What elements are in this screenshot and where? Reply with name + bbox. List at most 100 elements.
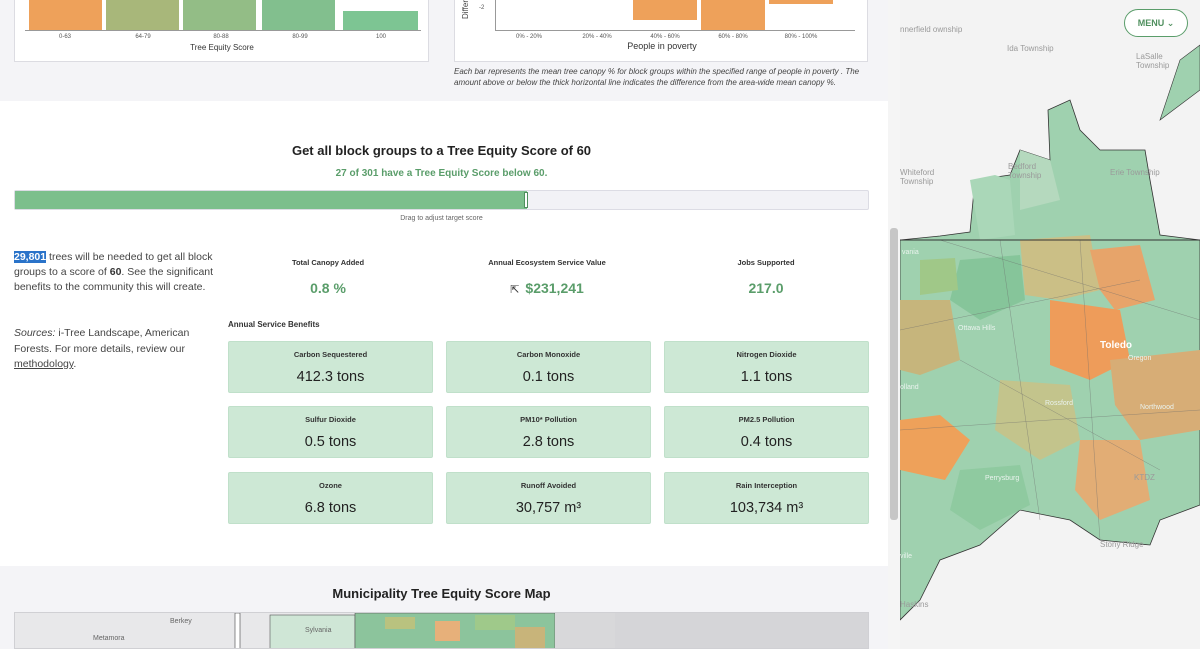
x-axis-title: People in poverty <box>627 41 697 51</box>
benefit-label: Carbon Sequestered <box>293 350 368 359</box>
map-place-label: Whiteford Township <box>900 168 935 186</box>
benefit-value: 6.8 tons <box>304 500 357 516</box>
map-place-label: KTDZ <box>1134 473 1155 482</box>
x-axis <box>495 30 855 31</box>
scrollbar-thumb[interactable] <box>890 228 898 520</box>
benefit-label: Ozone <box>319 481 342 490</box>
x-tick-label: 100 <box>375 34 387 40</box>
target-score-slider[interactable] <box>14 190 869 210</box>
benefit-card: Nitrogen Dioxide 1.1 tons <box>664 341 869 393</box>
benefit-label: Nitrogen Dioxide <box>736 350 797 359</box>
map-place-label: Sylvania <box>305 627 332 634</box>
map-place-label: Erie Township <box>1110 168 1160 177</box>
x-tick-label: 64-79 <box>135 34 151 40</box>
map-place-label: Haskins <box>900 600 929 609</box>
annual-benefits-title: Annual Service Benefits <box>228 320 320 329</box>
map-place-label: Metamora <box>93 635 125 642</box>
chart-bar <box>769 0 833 4</box>
x-tick-label: 0-63 <box>58 34 72 40</box>
tree-equity-map[interactable]: nnerfield ownship Ida Township LaSalle T… <box>900 0 1200 649</box>
chart-bar <box>701 0 765 30</box>
x-tick-label: 40% - 60% <box>650 34 680 40</box>
map-place-label: Ottawa Hills <box>958 325 996 332</box>
benefit-card: PM10* Pollution 2.8 tons <box>446 406 651 458</box>
municipality-map[interactable]: Berkey Sylvania Metamora <box>14 612 869 649</box>
x-tick-label: 80% - 100% <box>784 34 818 40</box>
poverty-canopy-chart: Differ -2 0% - 20% 20% - 40% 40% - 60% 6… <box>454 0 868 62</box>
chart-bar <box>343 11 418 30</box>
scrollbar[interactable] <box>888 0 900 649</box>
map-place-label: Rossford <box>1045 400 1074 407</box>
map-place-label: vania <box>902 249 919 256</box>
map-place-label: Bedford Township <box>1008 162 1042 180</box>
map-place-label: ville <box>900 553 913 560</box>
map-place-label: Northwood <box>1140 404 1174 411</box>
map-place-label: olland <box>900 384 919 391</box>
sources-period: . <box>73 358 77 370</box>
slider-handle[interactable] <box>524 192 528 208</box>
chart-caption: Each bar represents the mean tree canopy… <box>454 67 860 87</box>
ecosystem-value-text: $231,241 <box>525 280 584 296</box>
x-tick-label: 60% - 80% <box>718 34 748 40</box>
stat-label: Annual Ecosystem Service Value <box>488 258 606 267</box>
stat-total-canopy: Total Canopy Added 0.8 % <box>228 258 428 296</box>
trees-count-highlight: 29,801 <box>14 251 47 263</box>
stat-ecosystem-value: Annual Ecosystem Service Value ⇱ $231,241 <box>447 258 647 296</box>
chart-bar <box>633 0 697 20</box>
y-tick-label: -2 <box>479 5 485 11</box>
chart-bar <box>106 0 179 30</box>
x-tick-label: 80-99 <box>292 34 308 40</box>
benefit-value: 412.3 tons <box>296 369 365 385</box>
sources-text: i-Tree Landscape, American Forests. For … <box>14 327 190 355</box>
benefit-label: Rain Interception <box>735 481 798 490</box>
stat-value: 217.0 <box>748 280 784 296</box>
desc-text-1: trees will be needed to get all block gr… <box>14 251 213 278</box>
target-score-value: 60 <box>109 266 122 278</box>
map-city-label: Toledo <box>1100 340 1133 351</box>
stat-value: ⇱ $231,241 <box>447 280 647 296</box>
map-place-label: nnerfield ownship <box>900 25 963 34</box>
benefit-value: 30,757 m³ <box>515 500 582 516</box>
slider-fill <box>15 191 527 209</box>
x-tick-label: 80-88 <box>213 34 229 40</box>
benefit-label: PM10* Pollution <box>520 415 577 424</box>
benefit-label: PM2.5 Pollution <box>738 415 795 424</box>
tree-equity-score-chart: 0-63 64-79 80-88 80-99 100 Tree Equity S… <box>14 0 429 62</box>
report-panel: 0-63 64-79 80-88 80-99 100 Tree Equity S… <box>0 0 890 649</box>
map-place-label: Berkey <box>170 618 192 625</box>
benefit-value: 0.4 tons <box>740 434 793 450</box>
methodology-link[interactable]: methodology <box>14 358 74 370</box>
benefit-value: 1.1 tons <box>740 369 793 385</box>
stat-value: 0.8 % <box>310 280 346 296</box>
benefit-card: Carbon Monoxide 0.1 tons <box>446 341 651 393</box>
benefit-label: Sulfur Dioxide <box>305 415 356 424</box>
x-tick-label: 0% - 20% <box>515 34 543 40</box>
benefit-card: PM2.5 Pollution 0.4 tons <box>664 406 869 458</box>
benefit-label: Runoff Avoided <box>520 481 577 490</box>
map-place-label: Ida Township <box>1007 44 1054 53</box>
slider-hint: Drag to adjust target score <box>400 215 483 222</box>
benefit-label: Carbon Monoxide <box>516 350 581 359</box>
x-tick-label: 20% - 40% <box>582 34 612 40</box>
benefit-card: Rain Interception 103,734 m³ <box>664 472 869 524</box>
y-axis <box>495 0 496 30</box>
x-axis-title: Tree Equity Score <box>190 43 254 52</box>
stat-label: Jobs Supported <box>737 258 795 267</box>
goal-title: Get all block groups to a Tree Equity Sc… <box>291 143 592 158</box>
benefit-value: 2.8 tons <box>522 434 575 450</box>
stat-label: Total Canopy Added <box>291 258 365 267</box>
benefit-card: Runoff Avoided 30,757 m³ <box>446 472 651 524</box>
map-place-label: Oregon <box>1128 355 1152 362</box>
map-place-label: LaSalle Township <box>1136 52 1170 70</box>
municipality-map-title: Municipality Tree Equity Score Map <box>332 586 551 601</box>
cursor-icon: ⇱ <box>510 284 520 296</box>
map-place-label: Stony Ridge <box>1100 540 1144 549</box>
benefit-card: Sulfur Dioxide 0.5 tons <box>228 406 433 458</box>
menu-button[interactable]: MENU ⌄ <box>1124 9 1188 37</box>
map-place-label: Perrysburg <box>985 475 1020 482</box>
trees-needed-text: 29,801 trees will be needed to get all b… <box>14 250 214 295</box>
stat-jobs: Jobs Supported 217.0 <box>666 258 866 296</box>
benefit-value: 103,734 m³ <box>729 500 804 516</box>
desc-text-2: . See the significant benefits to the co… <box>14 266 214 293</box>
